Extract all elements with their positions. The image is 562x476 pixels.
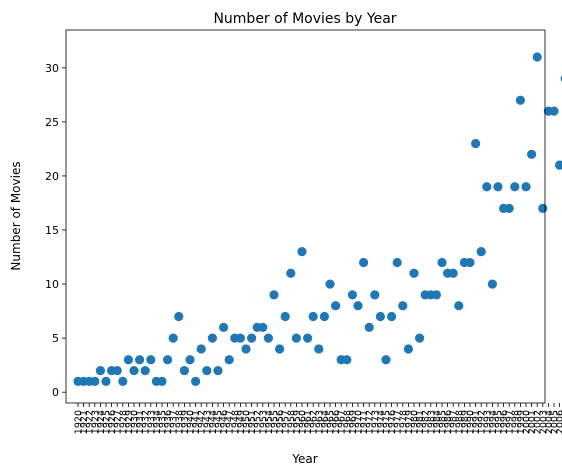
data-point xyxy=(219,323,228,332)
data-point xyxy=(404,344,413,353)
y-tick-label: 30 xyxy=(45,62,59,75)
y-axis: 0 5 10 15 20 25 30 xyxy=(45,62,66,399)
data-point xyxy=(320,312,329,321)
data-point xyxy=(225,355,234,364)
data-point xyxy=(197,344,206,353)
data-point xyxy=(303,334,312,343)
x-axis: 1920192119221923192419251926192719281929… xyxy=(74,403,562,434)
data-point xyxy=(90,377,99,386)
data-point xyxy=(202,366,211,375)
plot-frame xyxy=(66,30,545,403)
y-tick-label: 15 xyxy=(45,224,59,237)
data-point xyxy=(174,312,183,321)
data-point xyxy=(488,279,497,288)
y-tick-label: 0 xyxy=(52,386,59,399)
data-point xyxy=(96,366,105,375)
data-point xyxy=(157,377,166,386)
data-point xyxy=(454,301,463,310)
data-point xyxy=(241,344,250,353)
y-tick-label: 10 xyxy=(45,278,59,291)
data-point xyxy=(471,139,480,148)
data-point xyxy=(146,355,155,364)
chart-title: Number of Movies by Year xyxy=(213,11,396,27)
data-point xyxy=(185,355,194,364)
data-point xyxy=(353,301,362,310)
data-point xyxy=(527,150,536,159)
data-point xyxy=(365,323,374,332)
data-point xyxy=(325,279,334,288)
data-point xyxy=(314,344,323,353)
data-point xyxy=(141,366,150,375)
data-point xyxy=(348,290,357,299)
data-point xyxy=(381,355,390,364)
data-point xyxy=(510,182,519,191)
data-point xyxy=(169,334,178,343)
data-point xyxy=(465,258,474,267)
y-axis-label: Number of Movies xyxy=(9,161,23,270)
data-point xyxy=(101,377,110,386)
data-point xyxy=(264,334,273,343)
data-point xyxy=(297,247,306,256)
data-point xyxy=(213,366,222,375)
data-point xyxy=(135,355,144,364)
data-point xyxy=(555,161,562,170)
data-point xyxy=(247,334,256,343)
data-point xyxy=(477,247,486,256)
data-point xyxy=(493,182,502,191)
data-point xyxy=(292,334,301,343)
data-point xyxy=(309,312,318,321)
data-point xyxy=(331,301,340,310)
data-point xyxy=(163,355,172,364)
data-point xyxy=(342,355,351,364)
data-point xyxy=(269,290,278,299)
data-point xyxy=(449,269,458,278)
data-point xyxy=(387,312,396,321)
data-points xyxy=(73,42,562,386)
data-point xyxy=(258,323,267,332)
data-point xyxy=(118,377,127,386)
data-point xyxy=(376,312,385,321)
data-point xyxy=(398,301,407,310)
data-point xyxy=(409,269,418,278)
data-point xyxy=(359,258,368,267)
y-tick-label: 5 xyxy=(52,332,59,345)
data-point xyxy=(505,204,514,213)
data-point xyxy=(208,334,217,343)
data-point xyxy=(549,106,558,115)
data-point xyxy=(516,96,525,105)
y-tick-label: 25 xyxy=(45,116,59,129)
data-point xyxy=(191,377,200,386)
data-point xyxy=(180,366,189,375)
data-point xyxy=(415,334,424,343)
data-point xyxy=(521,182,530,191)
data-point xyxy=(275,344,284,353)
data-point xyxy=(482,182,491,191)
data-point xyxy=(437,258,446,267)
x-axis-label: Year xyxy=(291,452,317,466)
data-point xyxy=(281,312,290,321)
data-point xyxy=(113,366,122,375)
data-point xyxy=(236,334,245,343)
data-point xyxy=(432,290,441,299)
data-point xyxy=(124,355,133,364)
data-point xyxy=(370,290,379,299)
data-point xyxy=(533,52,542,61)
y-tick-label: 20 xyxy=(45,170,59,183)
data-point xyxy=(538,204,547,213)
data-point xyxy=(393,258,402,267)
data-point xyxy=(129,366,138,375)
data-point xyxy=(286,269,295,278)
